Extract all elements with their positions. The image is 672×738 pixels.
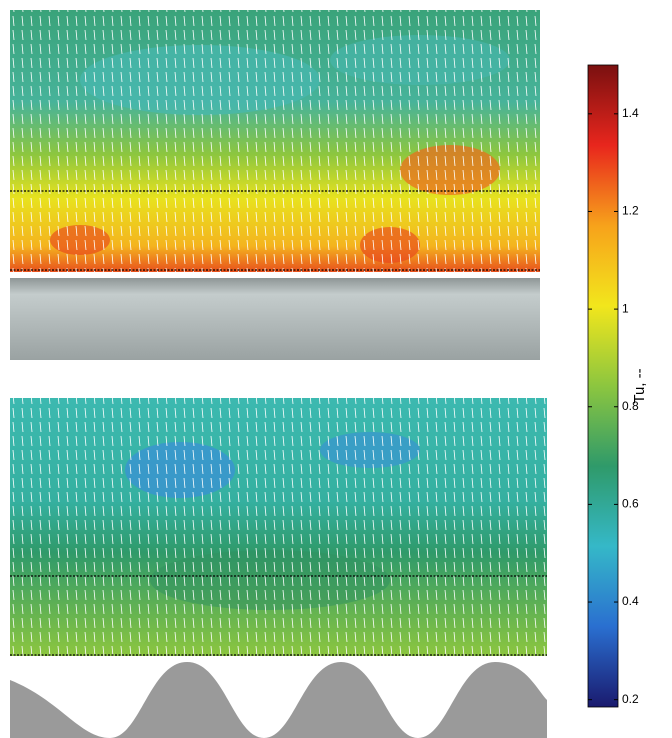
colorbar [587,64,619,708]
colorbar-tick-label: 1.4 [622,106,639,120]
colorbar-tick-label: 0.2 [622,692,639,706]
colorbar-tick-label: 0.8 [622,399,639,413]
colorbar-label: Tu, -- [631,368,648,403]
bottom-panel [10,398,547,738]
top-panel [10,10,540,360]
colorbar-tick-label: 0.4 [622,594,639,608]
colorbar-tick-label: 1.2 [622,204,639,218]
colorbar-tick-label: 0.6 [622,497,639,511]
colorbar-tick-label: 1 [622,301,629,315]
